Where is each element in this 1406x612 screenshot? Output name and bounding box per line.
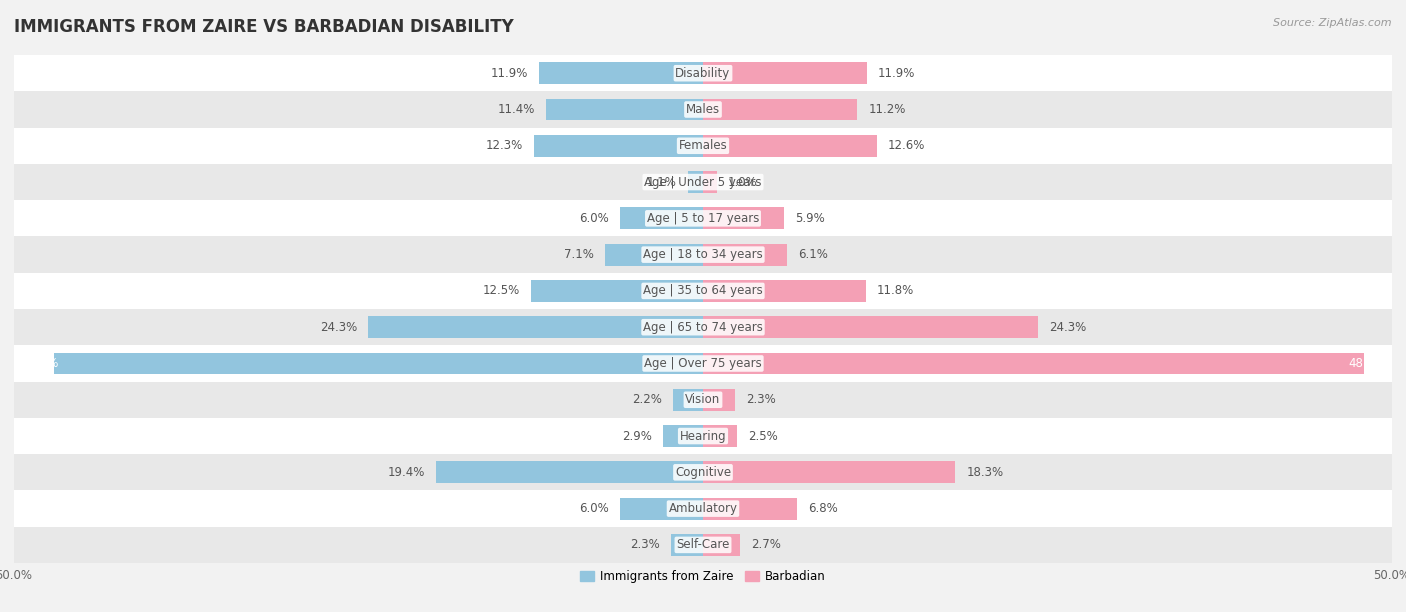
Text: 19.4%: 19.4% bbox=[387, 466, 425, 479]
Bar bbox=[672, 389, 703, 411]
Bar bbox=[703, 316, 1038, 338]
Bar bbox=[533, 135, 703, 157]
Text: 2.2%: 2.2% bbox=[631, 394, 662, 406]
Bar bbox=[14, 309, 1392, 345]
Text: 1.0%: 1.0% bbox=[728, 176, 758, 188]
Text: 12.6%: 12.6% bbox=[887, 140, 925, 152]
Bar bbox=[14, 490, 1392, 527]
Text: 11.4%: 11.4% bbox=[498, 103, 534, 116]
Text: 11.8%: 11.8% bbox=[876, 285, 914, 297]
Text: IMMIGRANTS FROM ZAIRE VS BARBADIAN DISABILITY: IMMIGRANTS FROM ZAIRE VS BARBADIAN DISAB… bbox=[14, 18, 513, 36]
Bar bbox=[703, 498, 797, 520]
Bar bbox=[14, 164, 1392, 200]
Text: 24.3%: 24.3% bbox=[321, 321, 357, 334]
Bar bbox=[53, 353, 703, 375]
Text: Males: Males bbox=[686, 103, 720, 116]
Bar bbox=[703, 135, 876, 157]
Text: Age | 5 to 17 years: Age | 5 to 17 years bbox=[647, 212, 759, 225]
Text: 2.9%: 2.9% bbox=[621, 430, 652, 442]
Text: Age | Over 75 years: Age | Over 75 years bbox=[644, 357, 762, 370]
Text: Self-Care: Self-Care bbox=[676, 539, 730, 551]
Text: 47.1%: 47.1% bbox=[21, 357, 58, 370]
Text: 12.5%: 12.5% bbox=[482, 285, 520, 297]
Bar bbox=[620, 498, 703, 520]
Text: Age | Under 5 years: Age | Under 5 years bbox=[644, 176, 762, 188]
Text: 6.0%: 6.0% bbox=[579, 502, 609, 515]
Text: 12.3%: 12.3% bbox=[485, 140, 523, 152]
Bar bbox=[688, 171, 703, 193]
Text: Source: ZipAtlas.com: Source: ZipAtlas.com bbox=[1274, 18, 1392, 28]
Text: 11.2%: 11.2% bbox=[869, 103, 905, 116]
Text: Females: Females bbox=[679, 140, 727, 152]
Bar bbox=[703, 461, 955, 483]
Text: 7.1%: 7.1% bbox=[564, 248, 595, 261]
Bar bbox=[703, 244, 787, 266]
Text: 6.8%: 6.8% bbox=[807, 502, 838, 515]
Bar bbox=[703, 207, 785, 230]
Bar bbox=[14, 418, 1392, 454]
Bar bbox=[703, 99, 858, 121]
Bar bbox=[368, 316, 703, 338]
Bar bbox=[703, 534, 740, 556]
Bar bbox=[703, 425, 738, 447]
Text: 2.3%: 2.3% bbox=[745, 394, 776, 406]
Bar bbox=[703, 62, 868, 84]
Text: Age | 18 to 34 years: Age | 18 to 34 years bbox=[643, 248, 763, 261]
Bar bbox=[546, 99, 703, 121]
Text: Ambulatory: Ambulatory bbox=[668, 502, 738, 515]
Text: 24.3%: 24.3% bbox=[1049, 321, 1085, 334]
Text: Hearing: Hearing bbox=[679, 430, 727, 442]
Text: 48.0%: 48.0% bbox=[1348, 357, 1385, 370]
Text: 1.1%: 1.1% bbox=[647, 176, 676, 188]
Text: Vision: Vision bbox=[685, 394, 721, 406]
Text: 11.9%: 11.9% bbox=[877, 67, 915, 80]
Bar bbox=[531, 280, 703, 302]
Text: 6.0%: 6.0% bbox=[579, 212, 609, 225]
Bar bbox=[14, 128, 1392, 164]
Bar bbox=[14, 200, 1392, 236]
Bar bbox=[14, 55, 1392, 91]
Text: Age | 65 to 74 years: Age | 65 to 74 years bbox=[643, 321, 763, 334]
Bar bbox=[620, 207, 703, 230]
Bar bbox=[14, 382, 1392, 418]
Text: 11.9%: 11.9% bbox=[491, 67, 529, 80]
Bar bbox=[703, 389, 735, 411]
Bar bbox=[703, 280, 866, 302]
Text: Disability: Disability bbox=[675, 67, 731, 80]
Text: 2.5%: 2.5% bbox=[748, 430, 778, 442]
Bar bbox=[703, 353, 1364, 375]
Text: 18.3%: 18.3% bbox=[966, 466, 1004, 479]
Bar bbox=[436, 461, 703, 483]
Text: Age | 35 to 64 years: Age | 35 to 64 years bbox=[643, 285, 763, 297]
Text: Cognitive: Cognitive bbox=[675, 466, 731, 479]
Text: 2.7%: 2.7% bbox=[751, 539, 782, 551]
Bar bbox=[14, 236, 1392, 273]
Bar bbox=[14, 527, 1392, 563]
Legend: Immigrants from Zaire, Barbadian: Immigrants from Zaire, Barbadian bbox=[575, 565, 831, 588]
Bar bbox=[14, 273, 1392, 309]
Bar bbox=[664, 425, 703, 447]
Text: 6.1%: 6.1% bbox=[799, 248, 828, 261]
Bar bbox=[538, 62, 703, 84]
Bar bbox=[14, 345, 1392, 382]
Bar bbox=[14, 91, 1392, 128]
Text: 2.3%: 2.3% bbox=[630, 539, 661, 551]
Text: 5.9%: 5.9% bbox=[796, 212, 825, 225]
Bar bbox=[605, 244, 703, 266]
Bar bbox=[14, 454, 1392, 490]
Bar bbox=[703, 171, 717, 193]
Bar bbox=[671, 534, 703, 556]
